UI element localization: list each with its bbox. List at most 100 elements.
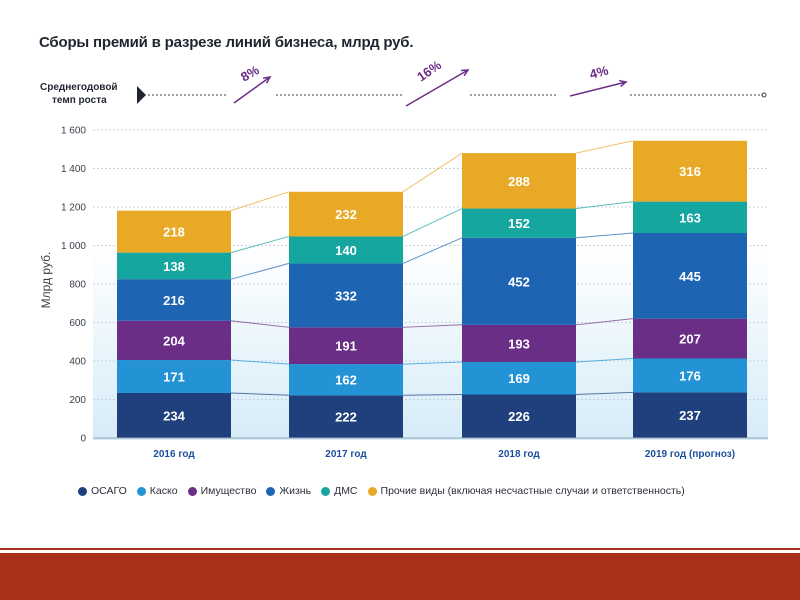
bar-segment — [633, 232, 747, 319]
series-connector-line — [230, 262, 290, 280]
chart-title: Сборы премий в разрезе линий бизнеса, мл… — [39, 34, 414, 51]
bar-value-label: 169 — [508, 371, 530, 386]
series-connector-line — [402, 208, 463, 237]
legend-item: Имущество — [187, 485, 257, 497]
bar-value-label: 171 — [163, 369, 185, 384]
bar-segment — [462, 208, 576, 238]
x-tick-label: 2017 год — [325, 449, 367, 460]
legend-item: ДМС — [321, 485, 358, 497]
legend-swatch-icon — [78, 486, 87, 496]
series-connector-line — [230, 359, 290, 365]
bar-value-label: 204 — [163, 333, 185, 348]
y-tick-label: 1 000 — [61, 241, 86, 252]
legend-swatch-icon — [367, 486, 377, 496]
series-connector-line — [402, 324, 463, 328]
legend-item: Жизнь — [266, 485, 311, 497]
series-connector-line — [402, 237, 463, 264]
bar-value-label: 176 — [679, 368, 701, 383]
bar-segment — [633, 318, 747, 359]
series-connector-line — [402, 393, 463, 396]
bar-value-label: 216 — [163, 293, 185, 308]
bar-segment — [117, 392, 231, 438]
y-axis-label: Млрд руб. — [39, 252, 53, 309]
series-connector-line — [575, 391, 634, 395]
bar-value-label: 138 — [163, 259, 185, 274]
bar-segment — [633, 140, 747, 202]
bar-value-label: 332 — [335, 288, 357, 303]
bar-segment — [633, 201, 747, 233]
x-tick-label: 2019 год (прогноз) — [645, 449, 735, 460]
y-tick-label: 0 — [80, 434, 86, 445]
growth-line-end-icon — [761, 92, 767, 98]
x-tick-label: 2016 год — [153, 449, 195, 460]
growth-arrow-icon — [405, 69, 469, 107]
bar-segment — [117, 360, 231, 393]
growth-header-line2: темп роста — [52, 95, 107, 106]
bar-value-label: 452 — [508, 274, 530, 289]
bar-value-label: 207 — [679, 332, 701, 347]
bar-segment — [289, 263, 403, 328]
x-tick-label: 2018 год — [498, 449, 540, 460]
growth-pointer-icon — [137, 86, 146, 104]
legend-label: ДМС — [334, 485, 358, 497]
legend: ОСАГО Каско Имущество Жизнь ДМС Прочие виды (… — [78, 485, 685, 497]
bar-value-label: 140 — [335, 243, 357, 258]
series-connector-line — [402, 361, 463, 365]
bar-value-label: 163 — [679, 210, 701, 225]
footer-bar — [0, 553, 800, 600]
legend-label: ОСАГО — [91, 485, 127, 497]
bar-segment — [633, 392, 747, 438]
bar-value-label: 218 — [163, 225, 185, 240]
bar-value-label: 316 — [679, 164, 701, 179]
y-tick-label: 1 400 — [61, 164, 86, 175]
bar-segment — [462, 394, 576, 438]
bar-value-label: 237 — [679, 408, 701, 423]
growth-rate-label: 4% — [588, 62, 610, 81]
y-tick-label: 400 — [69, 357, 86, 368]
bar-segment — [117, 210, 231, 253]
series-connector-line — [575, 140, 634, 154]
legend-label: Каско — [149, 485, 178, 497]
legend-item: ОСАГО — [78, 485, 127, 497]
series-connector-line — [402, 152, 463, 193]
y-tick-label: 1 600 — [61, 126, 86, 137]
legend-swatch-icon — [136, 486, 146, 496]
legend-swatch-icon — [266, 486, 276, 496]
bar-segment — [462, 153, 576, 209]
growth-arrowhead-icon — [618, 79, 628, 88]
series-connector-line — [230, 191, 290, 212]
y-tick-label: 200 — [69, 395, 86, 406]
bar-value-label: 222 — [335, 410, 357, 425]
legend-label: Прочие виды (включая несчастные случаи и… — [380, 485, 685, 497]
bar-segment — [289, 191, 403, 237]
bar-segment — [289, 395, 403, 438]
y-tick-label: 800 — [69, 280, 86, 291]
growth-rate-label: 16% — [414, 57, 444, 84]
legend-label: Имущество — [200, 485, 257, 497]
growth-rate-label: 8% — [238, 62, 262, 85]
bar-segment — [289, 364, 403, 396]
bar-value-label: 226 — [508, 409, 530, 424]
growth-arrowhead-icon — [262, 75, 272, 84]
legend-swatch-icon — [321, 486, 331, 496]
growth-header-line1: Среднегодовой — [40, 82, 118, 93]
bar-segment — [117, 252, 231, 280]
growth-arrow-icon — [569, 81, 627, 97]
bar-segment — [462, 361, 576, 395]
bar-value-label: 445 — [679, 269, 701, 284]
series-connector-line — [575, 357, 634, 363]
footer-rule — [0, 548, 800, 550]
bar-value-label: 288 — [508, 174, 530, 189]
bar-segment — [462, 324, 576, 362]
legend-item: Прочие виды (включая несчастные случаи и… — [367, 485, 685, 497]
bar-segment — [633, 358, 747, 393]
series-connector-line — [575, 232, 634, 239]
growth-arrowhead-icon — [460, 69, 470, 77]
bar-segment — [117, 320, 231, 361]
bar-segment — [289, 236, 403, 264]
y-tick-label: 600 — [69, 318, 86, 329]
series-connector-line — [230, 392, 290, 396]
legend-label: Жизнь — [279, 485, 312, 497]
bar-value-label: 193 — [508, 336, 530, 351]
